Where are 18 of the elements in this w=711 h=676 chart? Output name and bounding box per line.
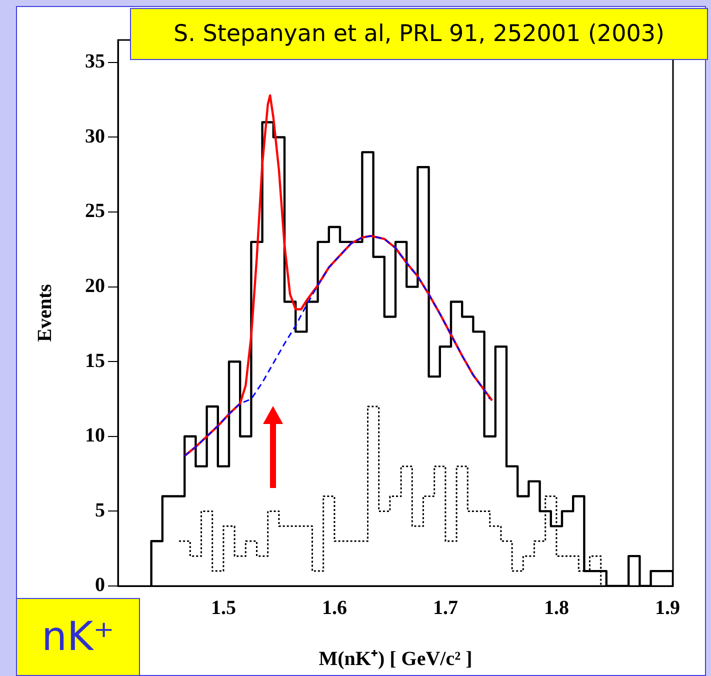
y-tick-label: 10 bbox=[85, 424, 105, 447]
x-tick-label: 1.6 bbox=[322, 597, 347, 620]
y-tick-label: 15 bbox=[85, 350, 105, 372]
y-tick-label: 20 bbox=[85, 274, 105, 297]
x-axis-title: M(nK⁺) [ GeV/c² ] bbox=[318, 648, 472, 670]
label-box: nK⁺ bbox=[16, 598, 140, 676]
y-tick-label: 25 bbox=[85, 200, 105, 222]
x-tick-label: 1.9 bbox=[654, 597, 680, 620]
y-tick-label: 5 bbox=[95, 499, 105, 522]
line-series bbox=[184, 235, 491, 457]
y-tick-label: 0 bbox=[95, 574, 105, 596]
y-axis-title: Events bbox=[34, 284, 56, 342]
x-tick-label: 1.8 bbox=[544, 597, 569, 620]
citation-box: S. Stepanyan et al, PRL 91, 252001 (2003) bbox=[130, 8, 708, 60]
x-tick-label: 1.7 bbox=[432, 597, 458, 620]
y-tick-label: 30 bbox=[85, 125, 105, 148]
x-tick-label: 1.5 bbox=[210, 597, 236, 620]
y-tick-label: 35 bbox=[85, 50, 105, 73]
